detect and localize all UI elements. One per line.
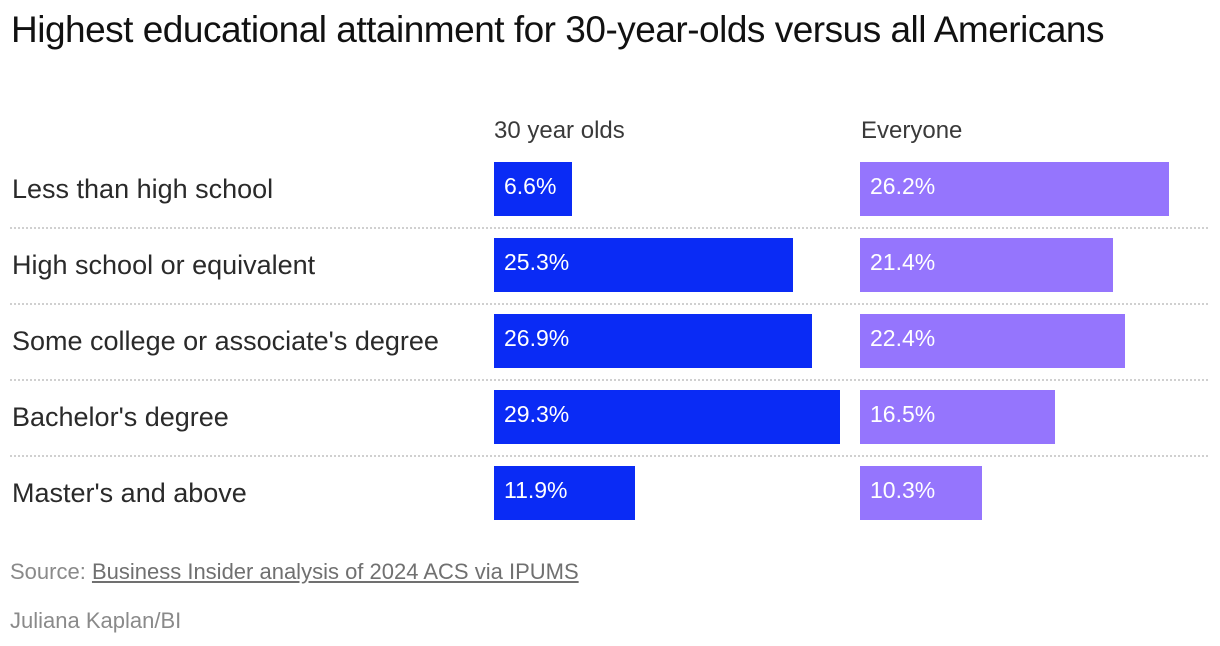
- value-label-everyone: 22.4%: [870, 325, 936, 351]
- category-label: High school or equivalent: [12, 250, 316, 280]
- value-label-30-year-olds: 25.3%: [504, 249, 570, 275]
- bar-30-year-olds: 29.3%: [494, 390, 840, 444]
- category-label: Master's and above: [12, 478, 247, 508]
- value-label-30-year-olds: 11.9%: [504, 477, 568, 503]
- series-header-everyone: Everyone: [861, 117, 963, 144]
- category-label: Some college or associate's degree: [12, 326, 439, 356]
- value-label-everyone: 26.2%: [870, 173, 936, 199]
- chart-title: Highest educational attainment for 30-ye…: [11, 9, 1105, 50]
- bar-30-year-olds: 6.6%: [494, 162, 572, 216]
- chart-row: Some college or associate's degree 26.9% 2…: [0, 314, 1208, 390]
- bar-everyone: 21.4%: [860, 238, 1113, 292]
- source-prefix: Source:: [10, 559, 86, 584]
- value-label-30-year-olds: 6.6%: [504, 173, 557, 199]
- bar-everyone: 16.5%: [860, 390, 1055, 444]
- source-link[interactable]: Business Insider analysis of 2024 ACS vi…: [91, 559, 579, 584]
- value-label-everyone: 21.4%: [870, 249, 936, 275]
- series-header-30-year-olds: 30 year olds: [494, 117, 625, 144]
- row-divider: [10, 227, 1208, 229]
- chart-row: High school or equivalent 25.3% 21.4%: [0, 238, 1208, 314]
- row-divider: [10, 379, 1208, 381]
- credit: Juliana Kaplan/BI: [10, 608, 182, 633]
- bar-30-year-olds: 25.3%: [494, 238, 793, 292]
- row-divider: [10, 455, 1208, 457]
- source-note: Source: Business Insider analysis of 202…: [10, 558, 579, 586]
- bar-30-year-olds: 26.9%: [494, 314, 812, 368]
- bar-30-year-olds: 11.9%: [494, 466, 635, 520]
- value-label-30-year-olds: 26.9%: [504, 325, 570, 351]
- value-label-everyone: 10.3%: [870, 477, 936, 503]
- bar-everyone: 10.3%: [860, 466, 982, 520]
- bar-everyone: 26.2%: [860, 162, 1169, 216]
- chart-row: Less than high school 6.6% 26.2%: [0, 162, 1208, 238]
- bar-everyone: 22.4%: [860, 314, 1125, 368]
- value-label-30-year-olds: 29.3%: [504, 401, 570, 427]
- category-label: Less than high school: [12, 174, 274, 204]
- chart-row: Master's and above 11.9% 10.3%: [0, 466, 1208, 542]
- row-divider: [10, 303, 1208, 305]
- category-label: Bachelor's degree: [12, 402, 229, 432]
- value-label-everyone: 16.5%: [870, 401, 936, 427]
- chart-row: Bachelor's degree 29.3% 16.5%: [0, 390, 1208, 466]
